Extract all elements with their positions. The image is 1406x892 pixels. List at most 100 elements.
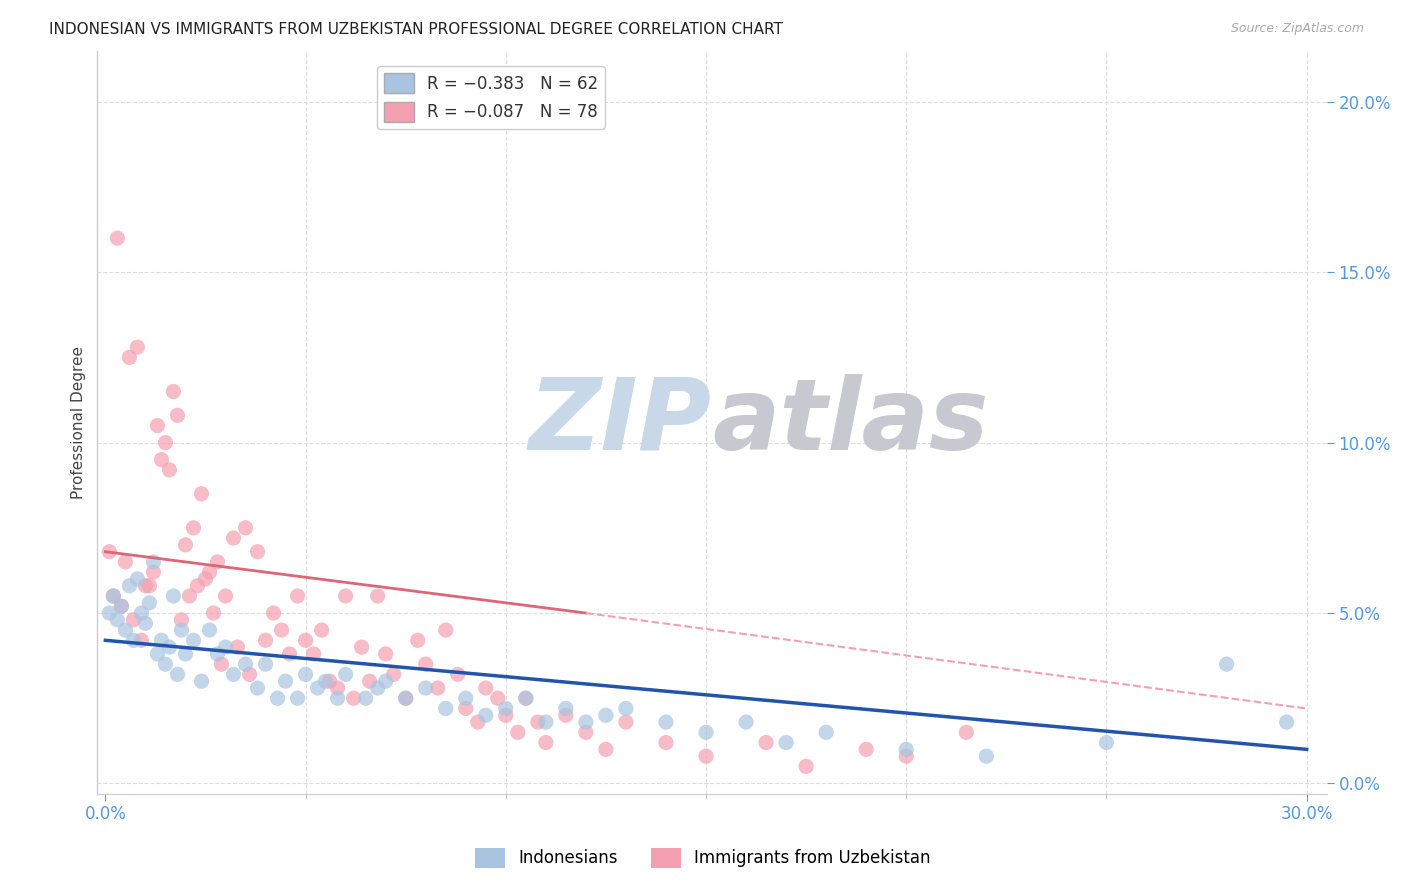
Point [198,565,221,579]
Point [855,742,877,756]
Point [454,691,477,706]
Point [226,640,249,654]
Point [976,749,998,764]
Y-axis label: Professional Degree: Professional Degree [72,346,86,499]
Point [794,759,817,773]
Point [207,647,229,661]
Point [359,674,381,689]
Point [467,715,489,730]
Point [415,657,437,672]
Point [118,351,141,365]
Point [896,742,918,756]
Point [367,589,389,603]
Point [127,572,149,586]
Point [138,596,160,610]
Point [131,606,153,620]
Point [103,589,125,603]
Point [207,555,229,569]
Point [122,633,145,648]
Point [162,384,184,399]
Point [655,715,678,730]
Point [515,691,537,706]
Point [110,599,132,614]
Point [343,691,366,706]
Point [655,735,678,749]
Point [374,647,396,661]
Point [318,674,340,689]
Point [235,521,257,535]
Point [527,715,550,730]
Point [315,674,337,689]
Point [222,667,245,681]
Point [495,708,517,723]
Point [105,613,128,627]
Point [155,657,177,672]
Point [326,681,349,695]
Text: atlas: atlas [711,374,988,471]
Legend: Indonesians, Immigrants from Uzbekistan: Indonesians, Immigrants from Uzbekistan [468,841,938,875]
Point [246,681,269,695]
Point [307,681,329,695]
Point [274,674,297,689]
Point [222,531,245,545]
Point [183,633,205,648]
Point [138,579,160,593]
Point [278,647,301,661]
Point [335,667,357,681]
Point [263,606,285,620]
Point [395,691,418,706]
Point [105,231,128,245]
Point [155,435,177,450]
Point [114,623,136,637]
Point [382,667,405,681]
Point [134,616,156,631]
Point [1215,657,1237,672]
Point [434,701,457,715]
Point [150,633,173,648]
Point [150,452,173,467]
Point [454,701,477,715]
Point [534,715,557,730]
Point [506,725,529,739]
Point [495,701,517,715]
Point [695,749,717,764]
Point [486,691,509,706]
Point [170,623,193,637]
Point [475,681,498,695]
Point [475,708,498,723]
Point [815,725,838,739]
Point [554,708,576,723]
Point [214,589,236,603]
Point [426,681,449,695]
Point [122,613,145,627]
Point [186,579,208,593]
Point [159,640,181,654]
Point [142,555,165,569]
Point [294,633,316,648]
Point [131,633,153,648]
Point [367,681,389,695]
Point [287,589,309,603]
Point [159,463,181,477]
Point [575,715,598,730]
Point [174,647,197,661]
Point [735,715,758,730]
Text: Source: ZipAtlas.com: Source: ZipAtlas.com [1230,22,1364,36]
Point [695,725,717,739]
Point [142,565,165,579]
Point [354,691,377,706]
Point [1095,735,1118,749]
Point [174,538,197,552]
Point [294,667,316,681]
Point [166,667,188,681]
Point [434,623,457,637]
Point [614,701,637,715]
Point [1275,715,1298,730]
Point [194,572,217,586]
Point [254,657,277,672]
Point [350,640,373,654]
Point [183,521,205,535]
Point [134,579,156,593]
Point [415,681,437,695]
Point [98,606,121,620]
